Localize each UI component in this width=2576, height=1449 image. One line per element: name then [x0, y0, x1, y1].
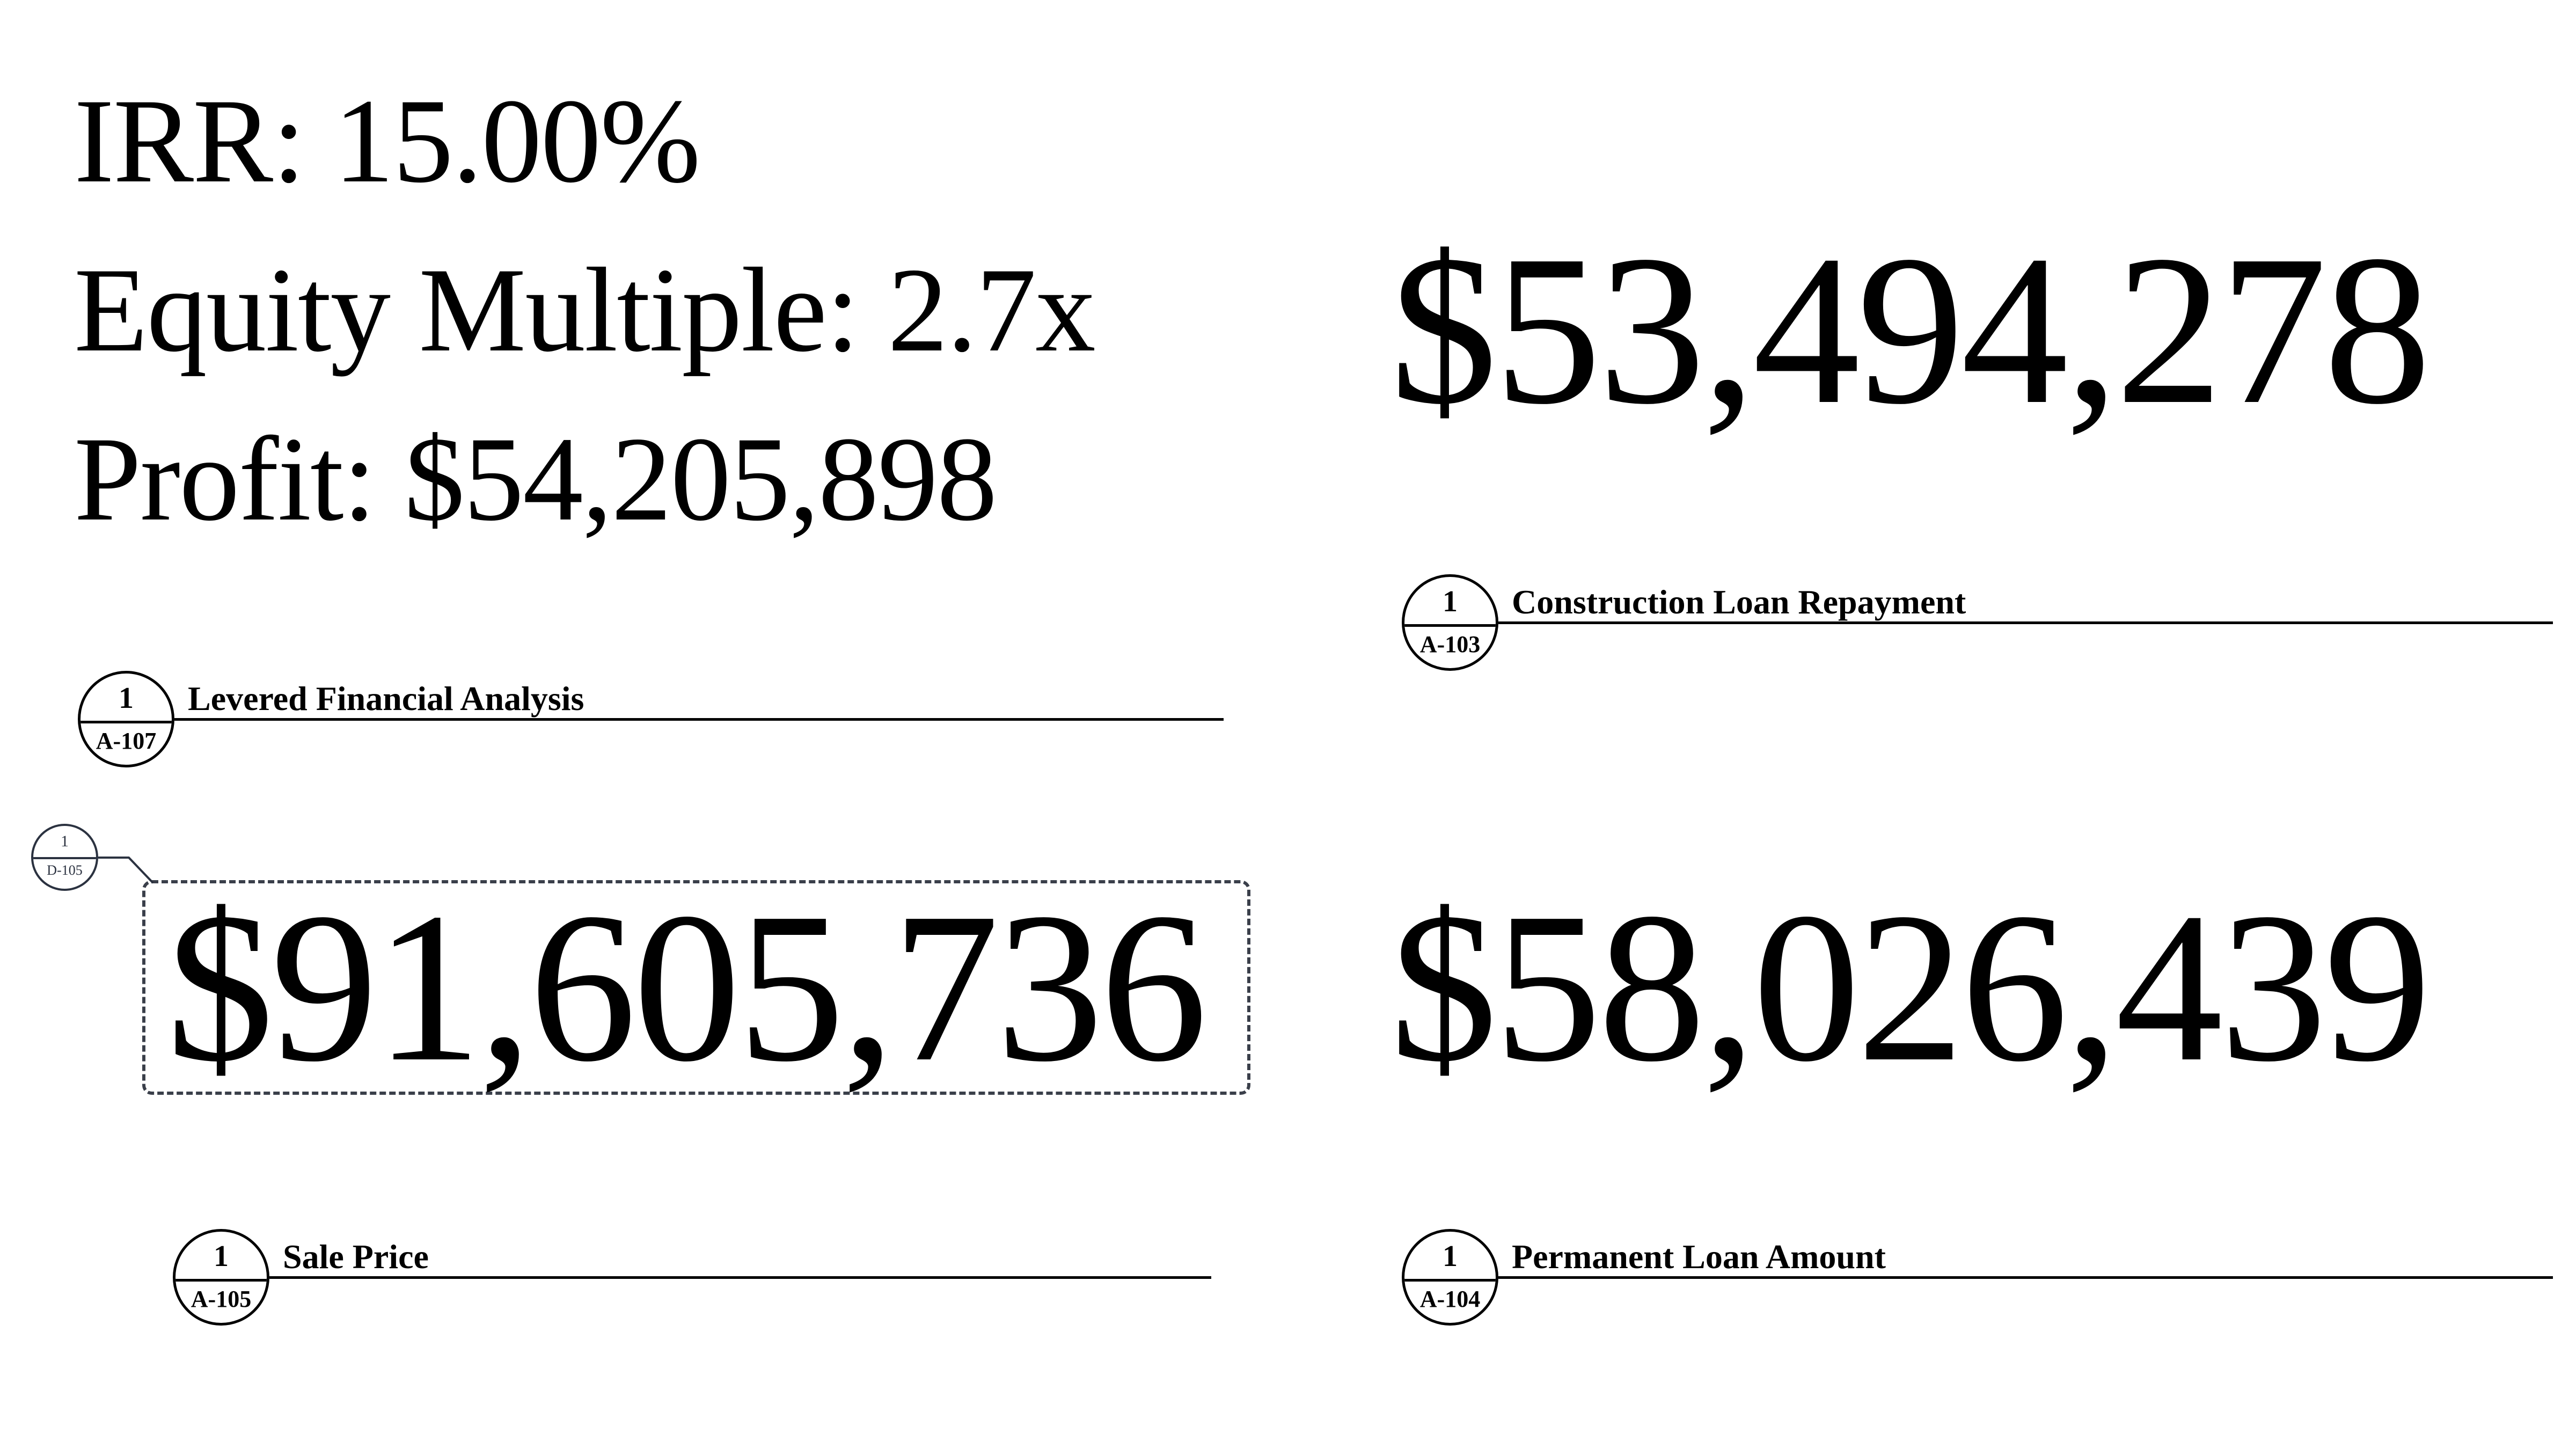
bubble-divider [1404, 1279, 1496, 1282]
detail-tag[interactable]: 1 D-105 [31, 824, 98, 891]
view-reference-bubble[interactable]: 1 A-103 [1402, 574, 1498, 671]
view-title-rule [174, 718, 1224, 721]
sheet-number: A-107 [96, 728, 157, 754]
permanent-loan-amount-value: $58,026,439 [1390, 868, 2431, 1106]
view-title-construction-loan-repayment[interactable]: 1 A-103 Construction Loan Repayment [1402, 574, 2553, 682]
view-title-label: Sale Price [283, 1238, 429, 1276]
sheet-number: A-103 [1419, 631, 1481, 657]
profit-metric: Profit: $54,205,898 [74, 412, 997, 546]
equity-multiple-metric: Equity Multiple: 2.7x [74, 243, 1096, 377]
bubble-divider [175, 1279, 267, 1282]
view-number: 1 [1443, 585, 1458, 618]
tag-number: 1 [61, 832, 69, 850]
view-title-permanent-loan-amount[interactable]: 1 A-104 Permanent Loan Amount [1402, 1229, 2553, 1336]
view-reference-bubble[interactable]: 1 A-105 [173, 1229, 269, 1326]
view-title-rule [1498, 1276, 2553, 1279]
view-title-rule [1498, 621, 2553, 624]
view-number: 1 [214, 1240, 229, 1273]
view-number: 1 [119, 682, 134, 715]
view-number: 1 [1443, 1240, 1458, 1273]
tag-sheet-number: D-105 [47, 862, 83, 878]
view-reference-bubble[interactable]: 1 A-104 [1402, 1229, 1498, 1326]
sheet-number: A-104 [1419, 1286, 1481, 1312]
view-title-levered-financial-analysis[interactable]: 1 A-107 Levered Financial Analysis [78, 671, 1224, 778]
view-title-label: Construction Loan Repayment [1512, 583, 1966, 621]
view-title-rule [269, 1276, 1211, 1279]
view-reference-bubble[interactable]: 1 A-107 [78, 671, 174, 767]
view-title-label: Permanent Loan Amount [1512, 1238, 1886, 1276]
irr-metric: IRR: 15.00% [74, 74, 701, 208]
construction-loan-repayment-value: $53,494,278 [1390, 211, 2431, 449]
tag-divider [33, 857, 96, 859]
revision-cloud[interactable] [142, 880, 1250, 1095]
bubble-divider [1404, 624, 1496, 627]
bubble-divider [80, 721, 172, 723]
view-title-label: Levered Financial Analysis [188, 679, 584, 718]
view-title-sale-price[interactable]: 1 A-105 Sale Price [173, 1229, 1211, 1336]
sale-price-value: $91,605,736 [166, 868, 1208, 1106]
sheet-number: A-105 [191, 1286, 252, 1312]
